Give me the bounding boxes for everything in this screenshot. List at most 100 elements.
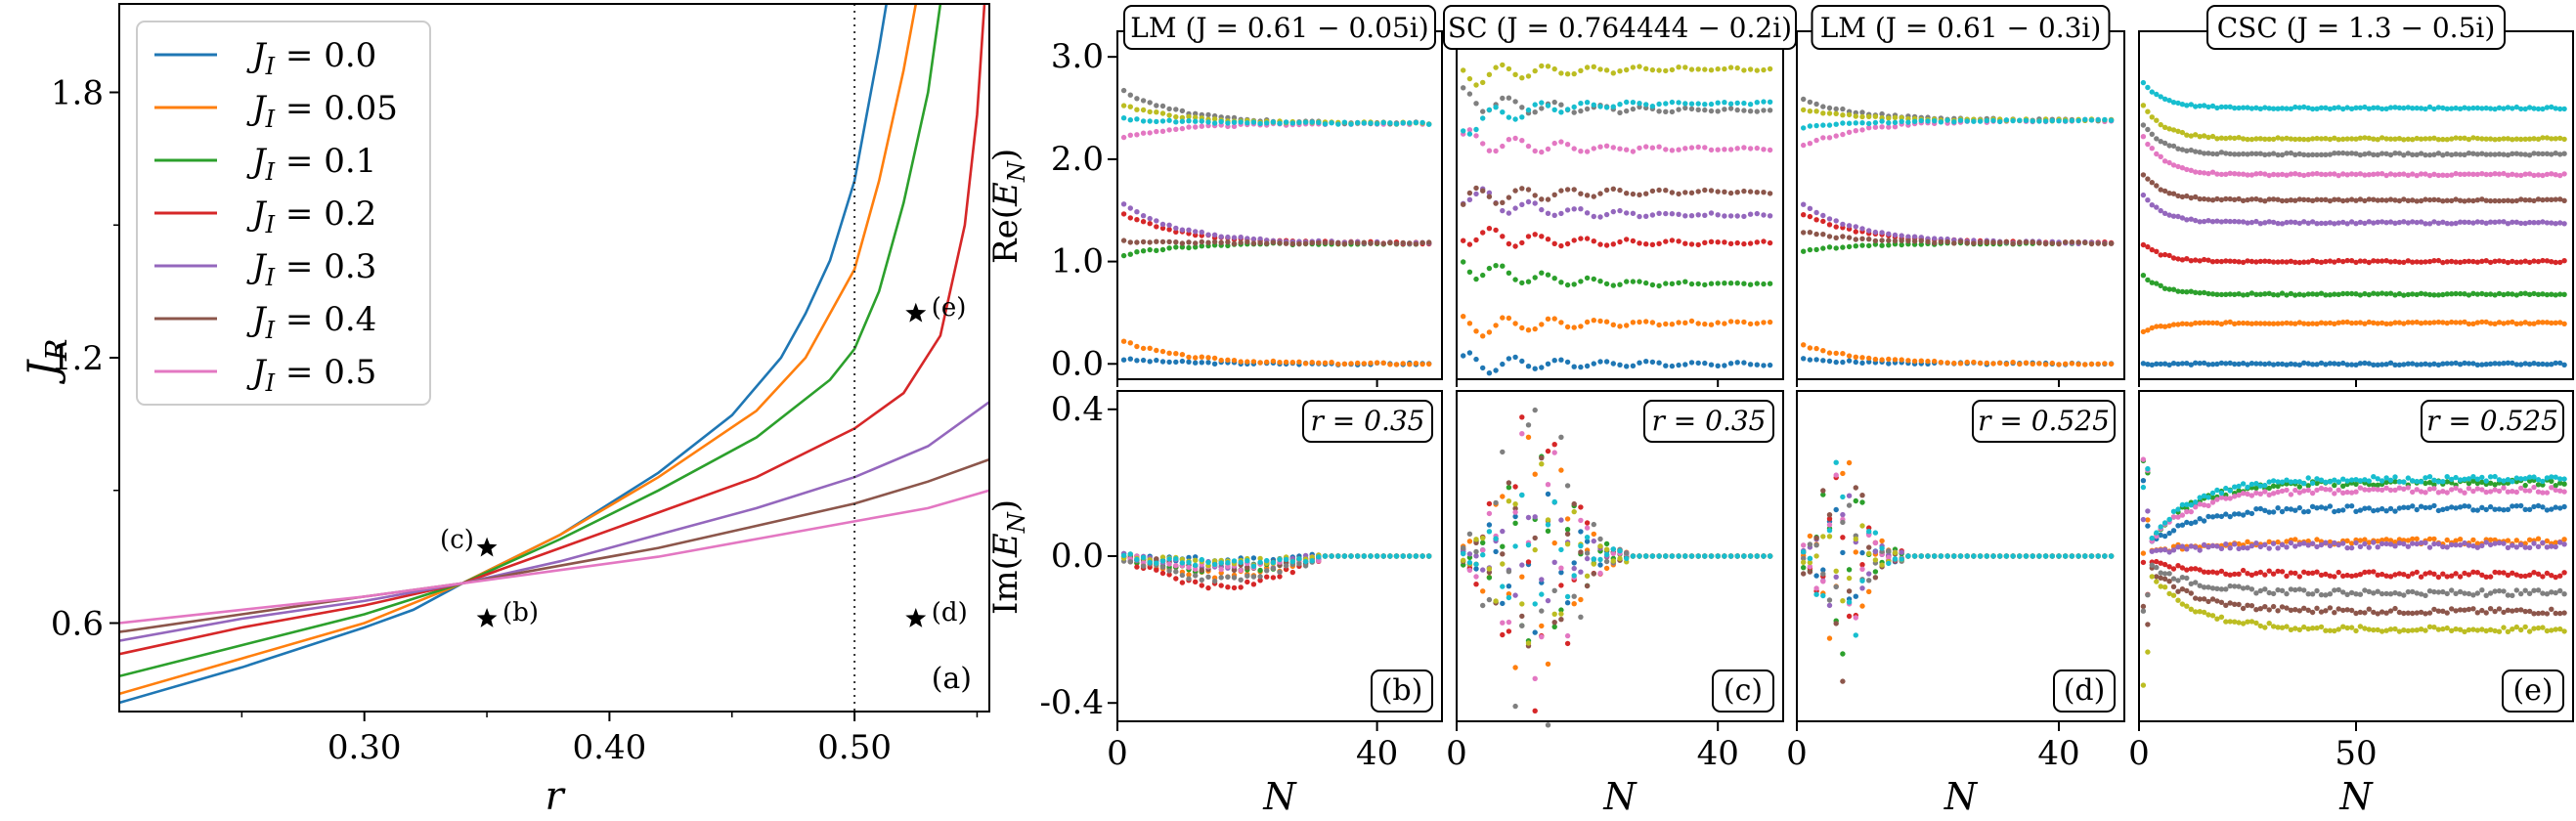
data-point	[1872, 356, 1879, 363]
data-point	[2423, 627, 2428, 633]
data-point	[2253, 105, 2259, 111]
data-point	[2249, 542, 2255, 549]
data-point	[1840, 120, 1846, 126]
data-point	[2444, 544, 2450, 550]
data-point	[2245, 136, 2250, 143]
data-point	[1688, 553, 1695, 559]
data-point	[1846, 613, 1853, 620]
data-point	[2253, 291, 2259, 297]
data-point	[2531, 626, 2537, 631]
data-point	[2318, 485, 2325, 492]
data-point	[1426, 239, 1432, 245]
data-point	[2449, 587, 2455, 593]
data-point	[2069, 361, 2075, 367]
data-point	[2379, 151, 2385, 156]
data-point	[2279, 541, 2286, 547]
data-point	[2292, 626, 2298, 631]
data-point	[1767, 213, 1773, 219]
data-point	[2371, 220, 2377, 226]
data-point	[2474, 135, 2480, 142]
data-point	[1270, 559, 1277, 566]
data-point	[2154, 547, 2160, 553]
data-point	[1147, 359, 1153, 365]
data-point	[2158, 583, 2163, 589]
data-point	[2353, 489, 2359, 495]
data-point	[1238, 567, 1244, 574]
data-point	[2344, 221, 2350, 227]
data-point	[2366, 588, 2372, 594]
data-point	[1853, 224, 1859, 230]
data-point	[2232, 511, 2238, 517]
data-point	[1127, 356, 1134, 362]
data-point	[1741, 319, 1747, 325]
data-point	[2466, 361, 2472, 367]
data-point	[1473, 101, 1479, 107]
data-point	[1676, 191, 1681, 197]
data-point	[2340, 507, 2346, 513]
data-point	[2175, 146, 2181, 151]
data-point	[2309, 570, 2316, 576]
data-point	[2466, 590, 2472, 597]
data-point	[1702, 212, 1708, 218]
data-point	[1603, 319, 1610, 324]
data-point	[1820, 135, 1826, 141]
data-point	[2323, 171, 2329, 178]
data-point	[1551, 358, 1557, 364]
data-point	[1525, 198, 1532, 205]
data-point	[2379, 478, 2385, 484]
data-point	[2426, 136, 2433, 142]
data-point	[1493, 536, 1499, 541]
data-point	[2158, 575, 2163, 581]
data-point	[1134, 132, 1140, 138]
data-point	[2193, 169, 2199, 175]
data-point	[1461, 128, 1466, 134]
data-point	[1734, 360, 1740, 366]
data-point	[2056, 362, 2062, 367]
data-point	[1649, 281, 1656, 288]
data-point	[1545, 146, 1551, 152]
data-point	[1461, 67, 1466, 73]
data-point	[1466, 131, 1473, 137]
data-point	[2492, 197, 2498, 204]
data-point	[2344, 257, 2350, 264]
data-point	[1813, 591, 1819, 597]
data-point	[2553, 540, 2558, 545]
data-point	[2540, 574, 2546, 580]
data-point	[2249, 290, 2255, 296]
data-point	[1500, 543, 1506, 549]
data-point	[2154, 281, 2160, 286]
data-point	[1211, 238, 1218, 245]
data-point	[2518, 485, 2524, 492]
data-point	[1532, 366, 1538, 371]
data-point	[1473, 561, 1479, 567]
data-point	[1722, 65, 1727, 72]
data-point	[2544, 544, 2551, 550]
data-point	[2423, 490, 2428, 496]
data-point	[2253, 620, 2259, 627]
legend-label-6: JI = 0.5	[246, 353, 376, 397]
data-point	[1984, 117, 1990, 124]
data-point	[1473, 82, 1479, 88]
data-point	[1558, 570, 1564, 576]
data-point	[2479, 151, 2485, 156]
data-point	[2531, 587, 2537, 593]
data-point	[1231, 358, 1238, 364]
data-point	[2279, 171, 2286, 178]
data-point	[2501, 106, 2507, 111]
data-point	[1571, 565, 1577, 572]
data-point	[1846, 353, 1853, 359]
data-point	[2544, 538, 2551, 544]
data-point	[1461, 557, 1466, 563]
data-point	[2396, 479, 2403, 485]
data-point	[1506, 270, 1512, 276]
data-point	[2010, 360, 2016, 366]
data-point	[1393, 240, 1400, 246]
y-axis-label-im: Im(EN)	[986, 499, 1030, 615]
legend-label-sub: I	[265, 53, 276, 80]
data-point	[1676, 147, 1681, 152]
data-point	[2423, 106, 2428, 112]
data-point	[2158, 524, 2163, 530]
data-point	[2549, 627, 2554, 633]
data-point	[1571, 364, 1577, 369]
data-point	[2549, 220, 2554, 226]
